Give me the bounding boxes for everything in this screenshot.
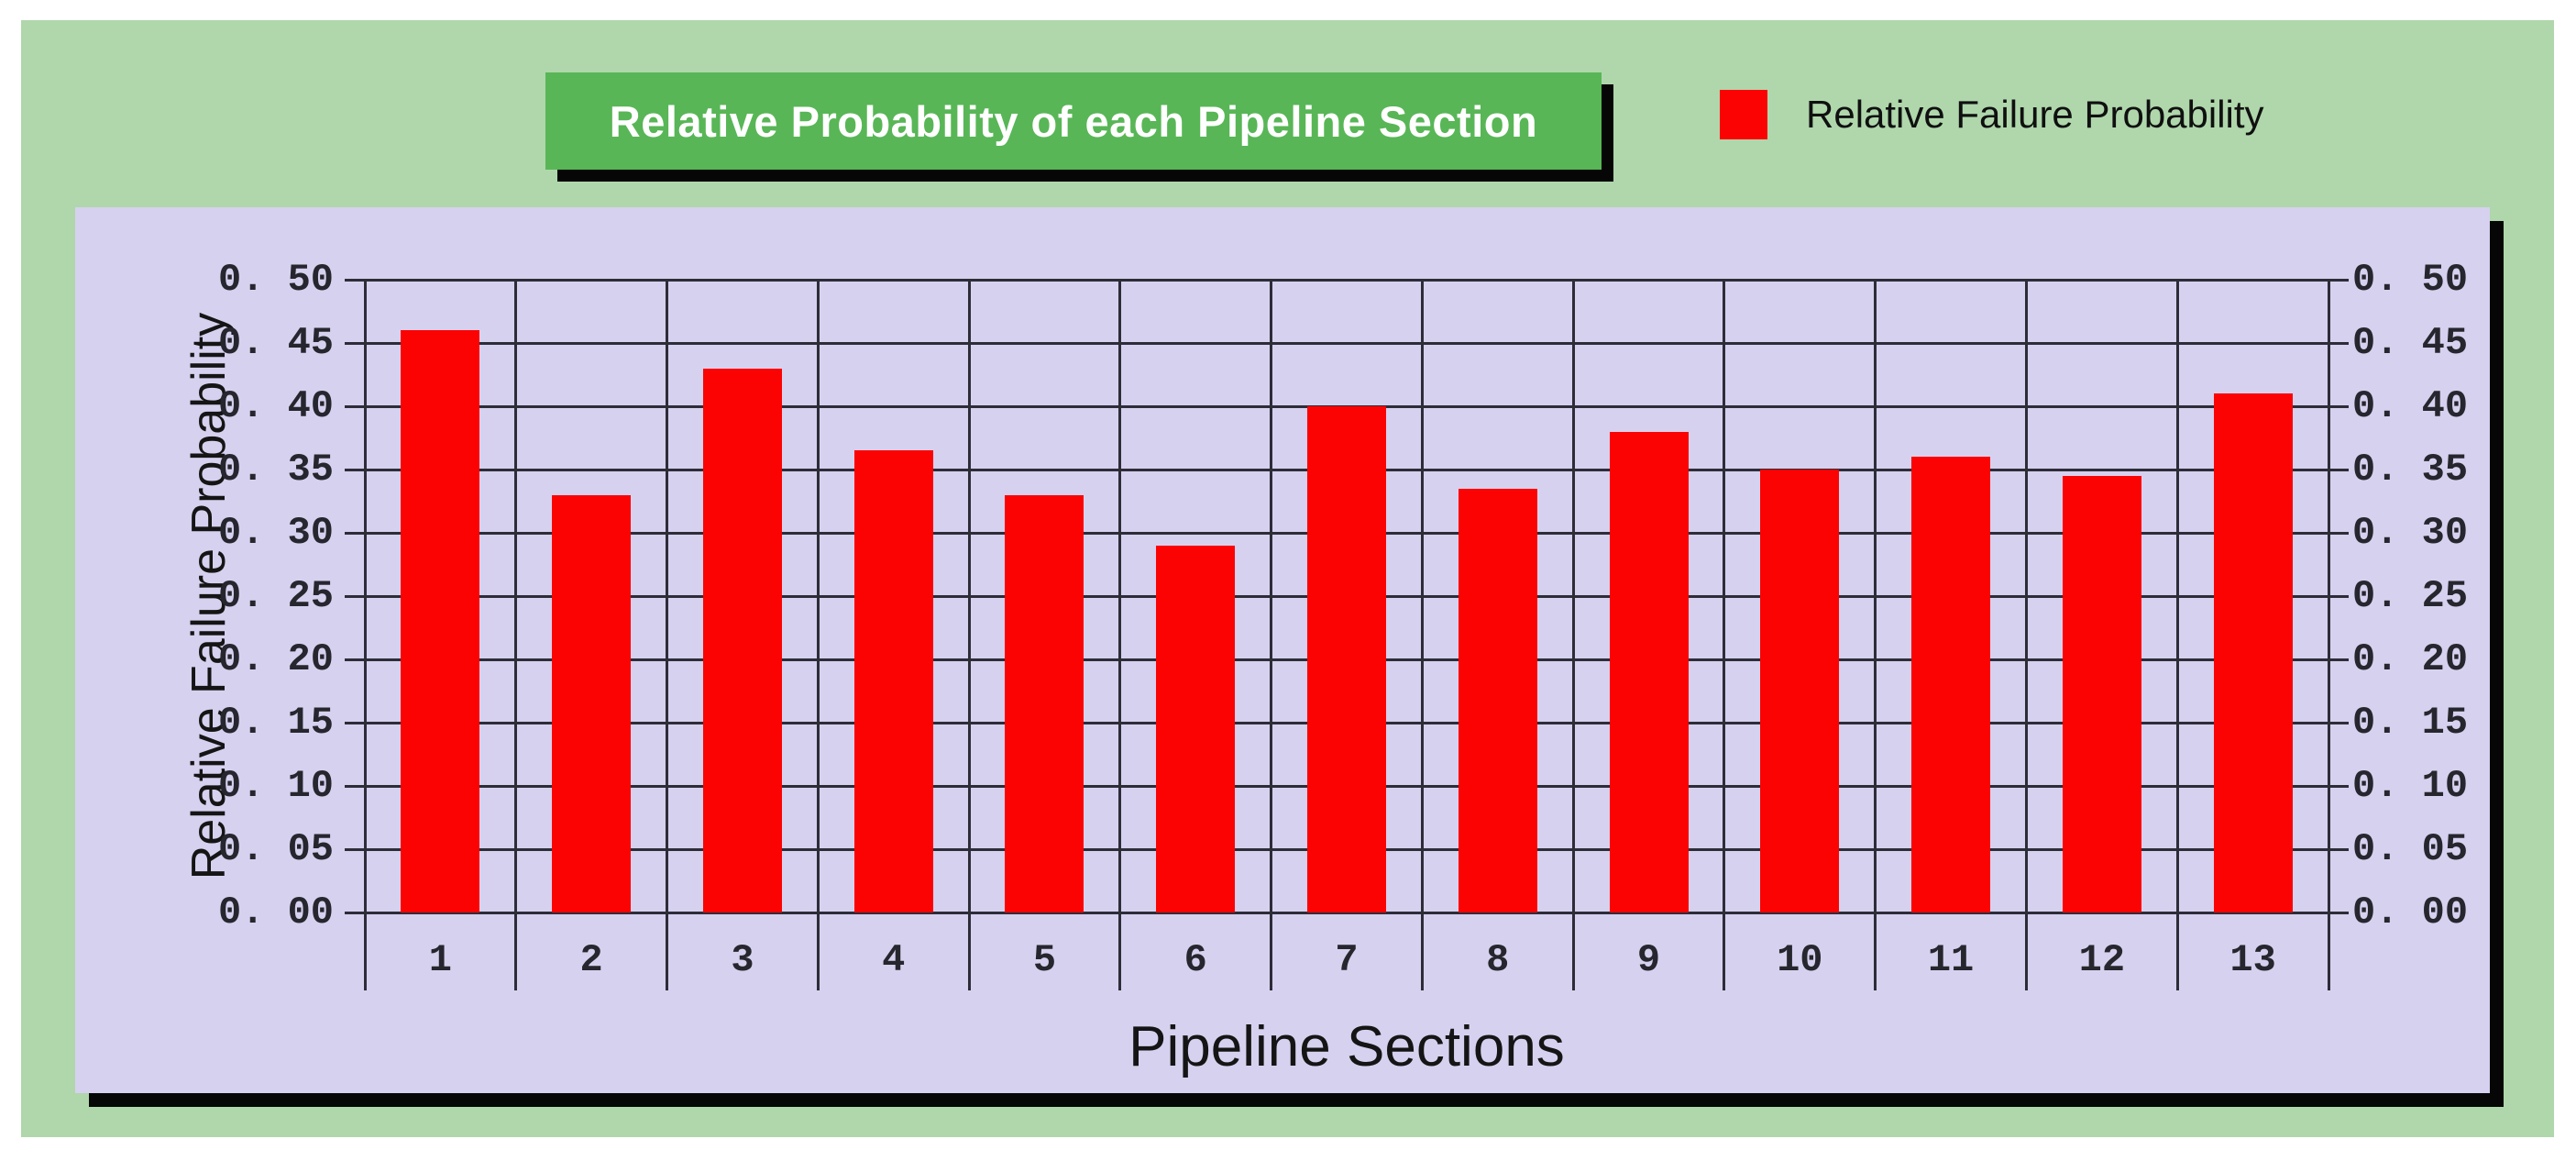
- x-tick-label: 12: [2078, 938, 2126, 982]
- x-tick-label: 7: [1335, 938, 1359, 982]
- y-tick-label-left: 0. 30: [217, 511, 334, 555]
- x-tick-label: 11: [1927, 938, 1975, 982]
- y-tick-label-right: 0. 00: [2352, 890, 2469, 934]
- legend: Relative Failure Probability: [1720, 88, 2264, 141]
- bar-section-8: [1458, 489, 1537, 912]
- y-gridline: [345, 911, 2349, 914]
- plot-area: [345, 278, 2349, 990]
- y-tick-label-right: 0. 25: [2352, 574, 2469, 618]
- y-tick-label-right: 0. 40: [2352, 384, 2469, 428]
- bar-section-3: [702, 369, 782, 912]
- y-tick-label-right: 0. 45: [2352, 321, 2469, 365]
- x-gridline: [1571, 280, 1575, 990]
- y-tick-label-left: 0. 40: [217, 384, 334, 428]
- bar-section-5: [1005, 495, 1084, 912]
- y-tick-label-left: 0. 45: [217, 321, 334, 365]
- x-gridline: [514, 280, 518, 990]
- bar-section-9: [1609, 432, 1689, 912]
- bar-section-2: [552, 495, 632, 912]
- x-gridline: [1723, 280, 1726, 990]
- legend-swatch-red: [1720, 90, 1767, 139]
- x-tick-label: 6: [1183, 938, 1207, 982]
- y-tick-label-left: 0. 10: [217, 764, 334, 808]
- x-tick-label: 13: [2229, 938, 2276, 982]
- y-tick-label-right: 0. 30: [2352, 511, 2469, 555]
- bar-section-12: [2062, 476, 2141, 912]
- bar-section-7: [1307, 406, 1386, 912]
- x-axis-title: Pipeline Sections: [1128, 1015, 1565, 1078]
- y-tick-label-left: 0. 35: [217, 448, 334, 492]
- x-gridline: [2024, 280, 2028, 990]
- y-tick-label-left: 0. 15: [217, 701, 334, 745]
- y-tick-label-right: 0. 10: [2352, 764, 2469, 808]
- x-gridline: [2175, 280, 2179, 990]
- x-tick-label: 1: [428, 938, 452, 982]
- x-gridline: [1270, 280, 1273, 990]
- bar-section-11: [1911, 457, 1991, 912]
- x-tick-label: 2: [579, 938, 603, 982]
- chart-title: Relative Probability of each Pipeline Se…: [609, 96, 1538, 146]
- legend-label: Relative Failure Probability: [1806, 93, 2264, 136]
- bar-section-1: [401, 330, 480, 912]
- y-tick-label-right: 0. 05: [2352, 827, 2469, 871]
- x-tick-label: 3: [731, 938, 754, 982]
- bar-section-10: [1760, 470, 1840, 912]
- y-tick-label-left: 0. 05: [217, 827, 334, 871]
- y-tick-label-left: 0. 50: [217, 258, 334, 302]
- y-tick-label-right: 0. 15: [2352, 701, 2469, 745]
- y-gridline: [345, 278, 2349, 282]
- x-gridline: [816, 280, 820, 990]
- x-tick-label: 5: [1032, 938, 1057, 982]
- y-tick-label-left: 0. 00: [217, 890, 334, 934]
- x-tick-label: 10: [1777, 938, 1823, 982]
- page-background-frame: Relative Probability of each Pipeline Se…: [21, 20, 2554, 1137]
- y-tick-label-right: 0. 35: [2352, 448, 2469, 492]
- x-gridline: [666, 280, 669, 990]
- x-gridline: [967, 280, 971, 990]
- y-tick-label-right: 0. 20: [2352, 637, 2469, 681]
- bar-section-13: [2213, 393, 2293, 912]
- y-tick-label-left: 0. 20: [217, 637, 334, 681]
- x-gridline: [2327, 280, 2330, 990]
- x-gridline: [1118, 280, 1122, 990]
- x-tick-label: 4: [882, 938, 906, 982]
- x-gridline: [1874, 280, 1877, 990]
- bar-section-4: [853, 450, 933, 912]
- bar-section-6: [1156, 546, 1236, 912]
- x-gridline: [1420, 280, 1424, 990]
- x-tick-label: 8: [1486, 938, 1510, 982]
- plot-panel: Relative Failure Probability Pipeline Se…: [75, 207, 2490, 1093]
- x-gridline: [363, 280, 367, 990]
- x-tick-label: 9: [1636, 938, 1661, 982]
- y-tick-label-right: 0. 50: [2352, 258, 2469, 302]
- y-gridline: [345, 341, 2349, 345]
- y-tick-label-left: 0. 25: [217, 574, 334, 618]
- chart-title-box: Relative Probability of each Pipeline Se…: [545, 72, 1602, 170]
